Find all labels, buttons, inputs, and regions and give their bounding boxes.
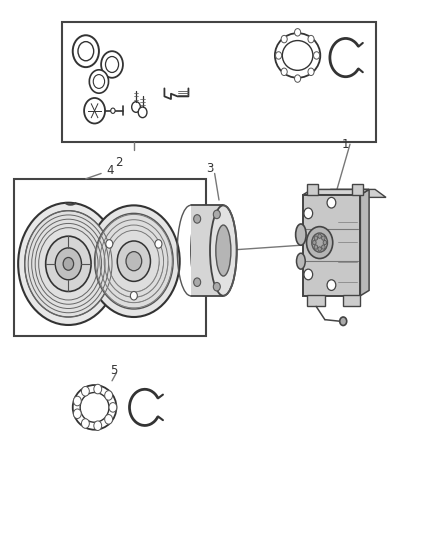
Circle shape [105,391,113,400]
Polygon shape [303,189,369,195]
Circle shape [63,257,74,270]
Circle shape [81,419,89,429]
Polygon shape [330,189,386,197]
Circle shape [106,56,119,72]
Ellipse shape [283,41,313,70]
Circle shape [74,409,81,418]
Circle shape [314,245,318,249]
Circle shape [46,236,91,292]
Bar [343,295,360,306]
Circle shape [88,205,180,317]
Circle shape [308,68,314,76]
Bar [307,184,318,195]
Ellipse shape [296,224,306,245]
Text: 4: 4 [106,164,113,177]
Circle shape [106,240,113,248]
Circle shape [94,421,102,431]
Polygon shape [360,189,369,296]
Ellipse shape [80,392,109,422]
Circle shape [314,236,318,240]
Circle shape [213,210,220,219]
Circle shape [294,75,300,82]
Circle shape [313,240,316,245]
Ellipse shape [216,225,231,276]
Circle shape [321,245,325,249]
Circle shape [327,280,336,290]
Bar [307,295,325,306]
Circle shape [276,52,282,59]
Circle shape [94,384,102,394]
Text: 3: 3 [207,161,214,175]
Circle shape [194,278,201,286]
Circle shape [18,203,119,325]
Circle shape [25,211,112,317]
Polygon shape [191,205,223,296]
Ellipse shape [73,385,117,430]
Circle shape [318,234,321,238]
Circle shape [308,35,314,43]
Circle shape [74,396,81,406]
Circle shape [95,213,173,309]
Text: 1: 1 [342,138,350,151]
Ellipse shape [275,33,320,78]
Bar [352,184,363,195]
Bar [62,22,376,142]
Circle shape [117,241,150,281]
Circle shape [213,282,220,291]
Circle shape [78,42,94,61]
Bar [14,179,206,336]
Circle shape [155,240,162,248]
Circle shape [304,208,313,219]
Circle shape [93,75,105,88]
Circle shape [132,102,141,112]
Bar [303,195,360,296]
Ellipse shape [210,205,237,296]
Circle shape [105,415,113,424]
Circle shape [314,52,320,59]
Circle shape [138,107,147,118]
Ellipse shape [191,205,217,296]
Circle shape [111,108,115,114]
Circle shape [84,98,105,124]
Circle shape [327,197,336,208]
Circle shape [109,402,117,412]
Ellipse shape [297,253,305,269]
Circle shape [81,386,89,396]
Circle shape [340,317,347,326]
Circle shape [307,227,333,259]
Circle shape [281,68,287,76]
Circle shape [294,29,300,36]
Circle shape [318,247,321,251]
Circle shape [194,215,201,223]
Circle shape [323,240,327,245]
Circle shape [304,269,313,280]
Circle shape [101,51,123,78]
Text: 2: 2 [115,156,122,169]
Circle shape [321,236,325,240]
Text: 5: 5 [110,364,118,377]
Circle shape [131,292,138,300]
Circle shape [89,70,109,93]
Circle shape [312,233,328,252]
Circle shape [73,35,99,67]
Circle shape [55,248,81,280]
Circle shape [281,35,287,43]
Circle shape [126,252,142,271]
